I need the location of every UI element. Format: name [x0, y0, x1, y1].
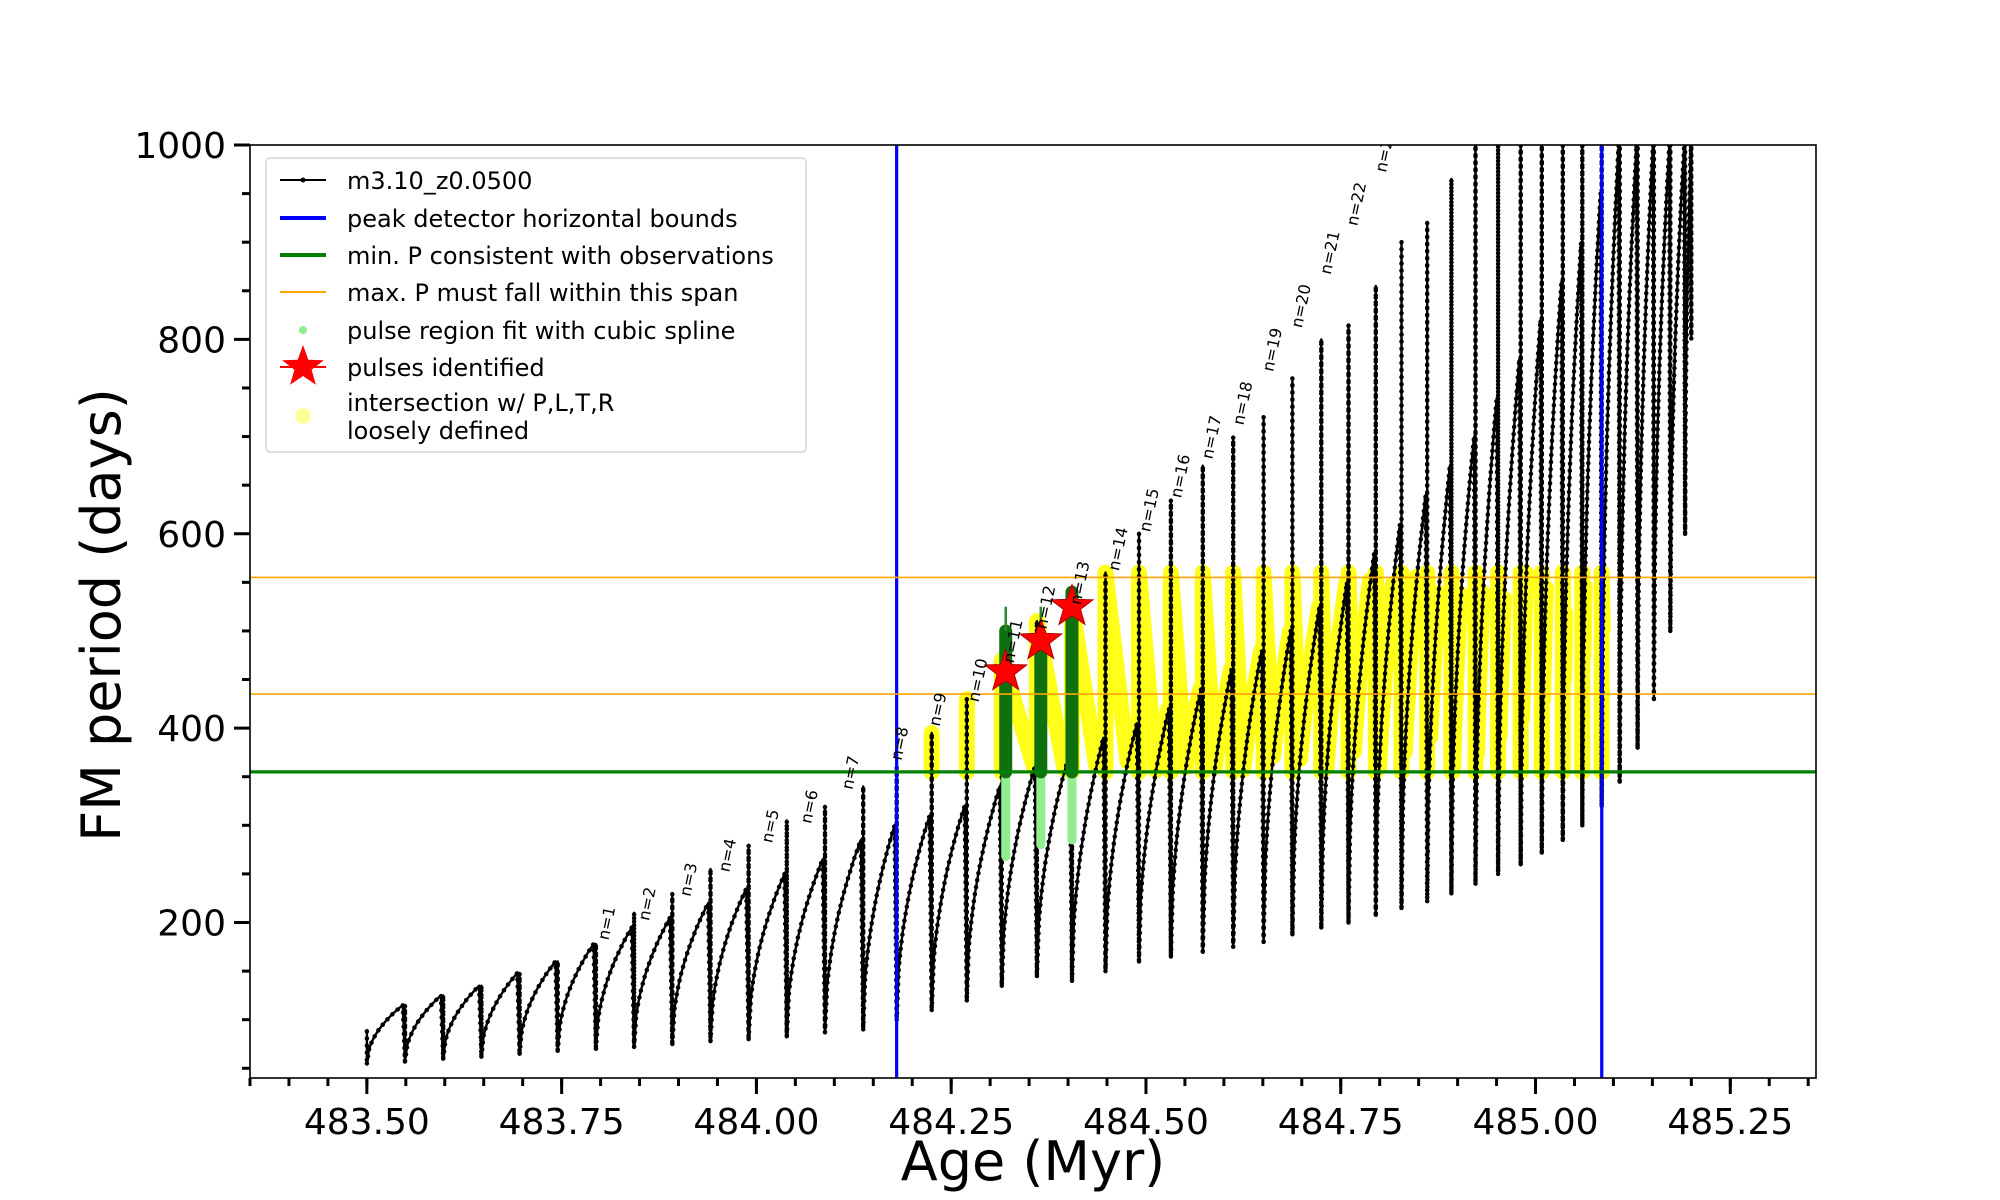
y-tick-label: 1000 — [134, 126, 226, 167]
x-tick-label: 484.50 — [1083, 1102, 1209, 1143]
x-tick-label: 485.00 — [1473, 1102, 1599, 1143]
pulse-label: n=10 — [964, 657, 992, 704]
pulse-label: n=21 — [1316, 229, 1344, 276]
y-tick-label: 800 — [157, 320, 226, 361]
x-tick-label: 483.50 — [304, 1102, 430, 1143]
legend-label: pulses identified — [347, 354, 545, 382]
pulse-label: n=16 — [1166, 453, 1194, 500]
pulse-label: n=14 — [1104, 525, 1132, 572]
y-tick-label: 400 — [157, 709, 226, 750]
pulse-label: n=18 — [1229, 380, 1257, 427]
pulse-star — [983, 648, 1029, 691]
pulse-label: n=15 — [1135, 487, 1163, 534]
x-axis-label: Age (Myr) — [901, 1130, 1166, 1193]
legend-box — [265, 157, 807, 453]
pulse-label: n=3 — [676, 861, 702, 898]
legend-label: m3.10_z0.0500 — [347, 167, 532, 195]
pulse-label: n=7 — [838, 754, 864, 791]
x-tick-label: 485.25 — [1667, 1102, 1793, 1143]
legend-label: peak detector horizontal bounds — [347, 205, 738, 233]
axes: 483.50 483.75 484.00 484.25 484.50 484.75 485.… — [134, 126, 1810, 1143]
legend-swatch-marker — [300, 177, 306, 183]
pulse-label: n=8 — [887, 725, 913, 762]
x-tick-label: 484.75 — [1278, 1102, 1404, 1143]
legend-swatch-circle — [295, 408, 311, 424]
pulse-label: n=6 — [796, 788, 822, 825]
plot-area: n=1 n=2 n=3 n=4 n=5 n=6 n=7 n=8 n=9 n=10n=11n=12 n… — [250, 127, 1816, 1078]
pulse-label: n=1 — [594, 905, 620, 942]
legend-swatch-star — [282, 345, 324, 385]
legend-label: pulse region fit with cubic spline — [347, 317, 735, 345]
pulse-label: n=19 — [1258, 326, 1286, 373]
x-tick-label: 484.00 — [693, 1102, 819, 1143]
y-tick-label: 600 — [157, 515, 226, 556]
legend-label: loosely defined — [347, 417, 529, 445]
pulse-star — [1018, 617, 1064, 660]
plot-frame — [249, 144, 1817, 1079]
legend-swatch-dot — [299, 326, 307, 334]
y-axis-label: FM period (days) — [70, 388, 133, 842]
pulse-star — [1049, 583, 1095, 626]
pulse-label: n=9 — [925, 691, 951, 728]
pulse-label: n=23 — [1371, 127, 1399, 174]
legend-label: max. P must fall within this span — [347, 279, 738, 307]
x-tick-label: 483.75 — [499, 1102, 625, 1143]
pulse-label: n=4 — [714, 837, 740, 874]
pulse-label: n=11 — [999, 618, 1027, 665]
pulse-label: n=12 — [1032, 584, 1060, 631]
x-tick-label: 484.25 — [888, 1102, 1014, 1143]
pulse-label: n=20 — [1287, 282, 1315, 329]
legend-label: intersection w/ P,L,T,R — [347, 389, 614, 417]
track-markers — [364, 145, 1694, 1066]
legend-label: min. P consistent with observations — [347, 242, 774, 270]
pulse-label: n=2 — [634, 885, 660, 922]
pulse-label: n=17 — [1198, 414, 1226, 461]
pulse-label: n=5 — [757, 807, 783, 844]
pulse-label: n=22 — [1342, 180, 1370, 227]
y-tick-label: 200 — [157, 904, 226, 945]
